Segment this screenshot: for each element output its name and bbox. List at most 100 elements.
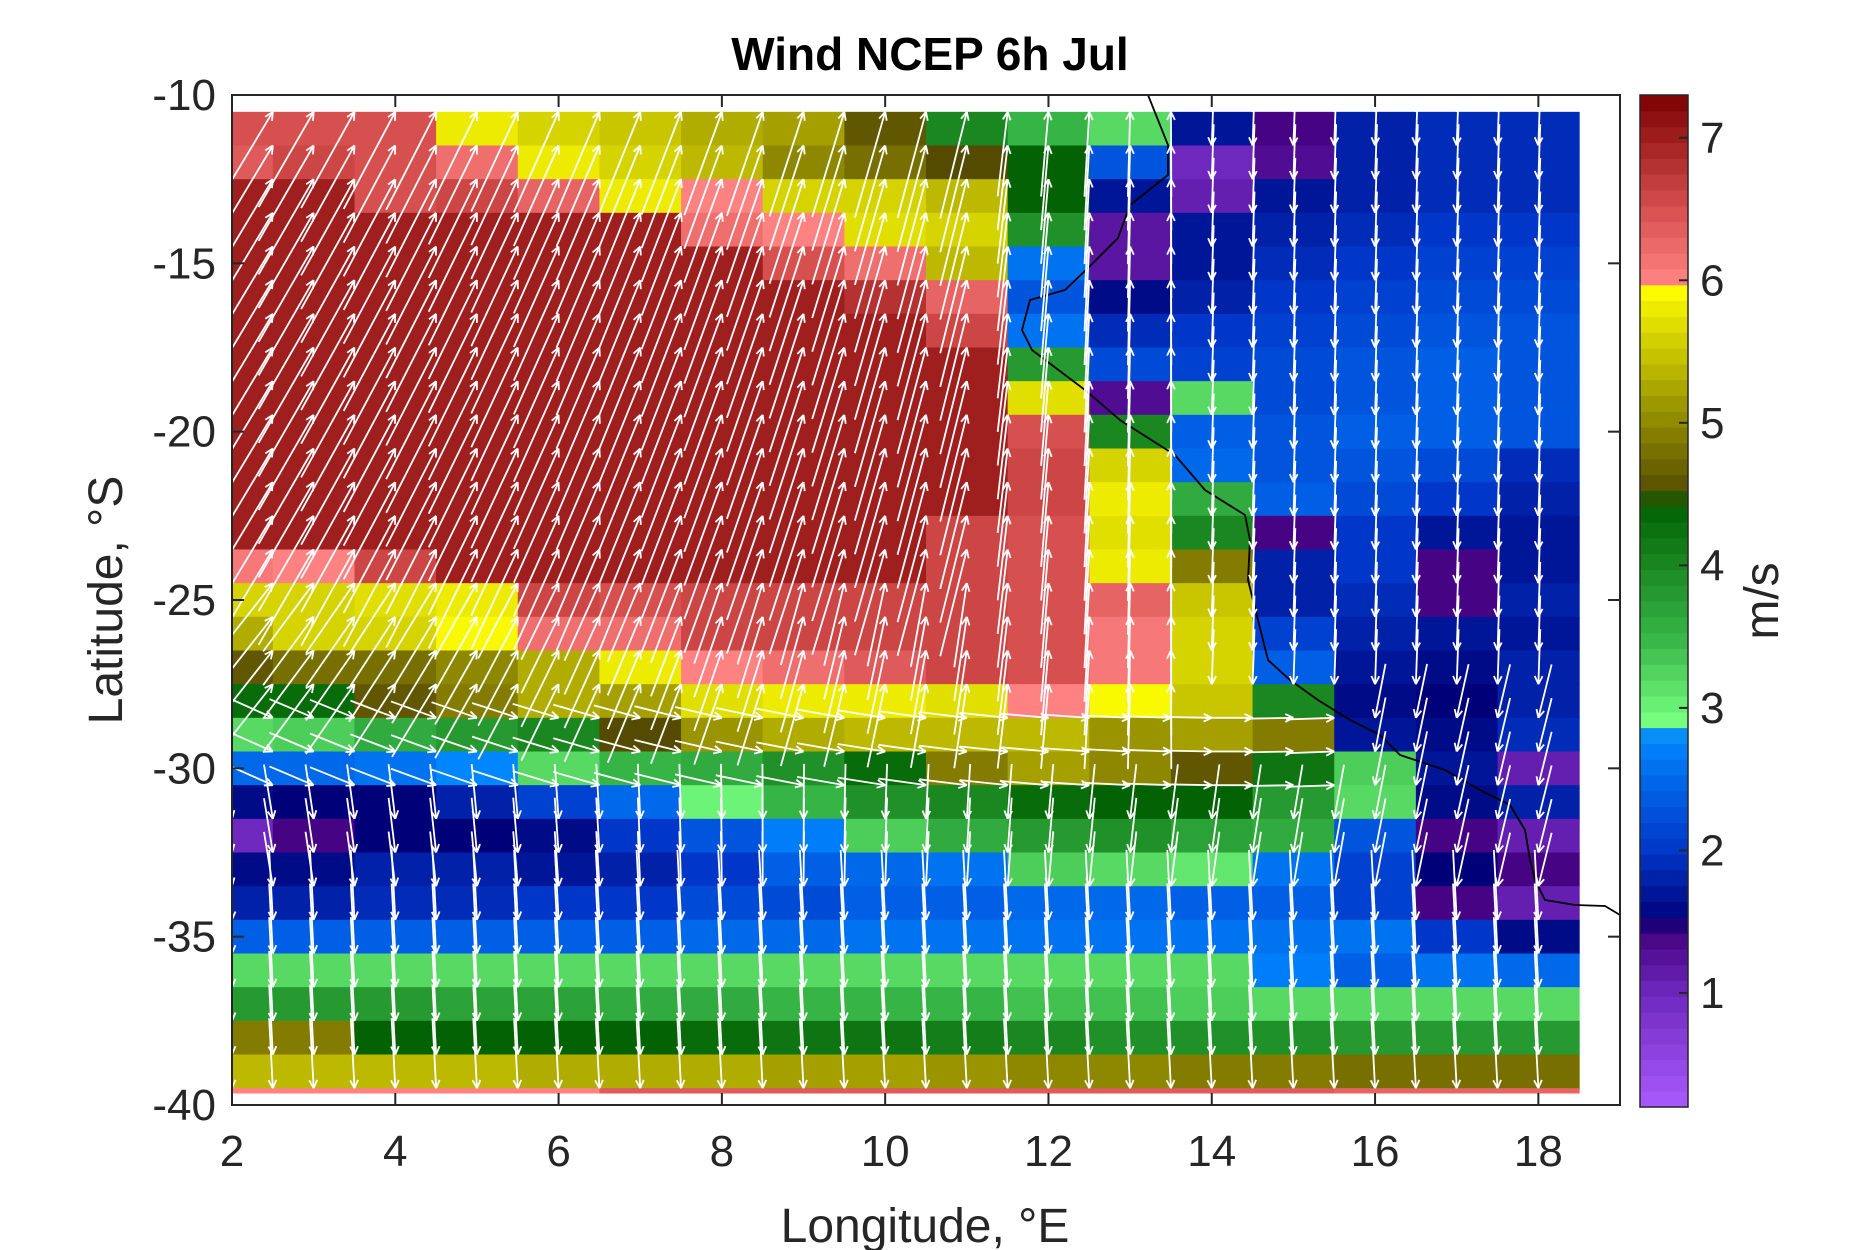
wind-vector-head — [632, 279, 641, 287]
colorbar-label: m/s — [1736, 562, 1789, 639]
wind-vector — [1040, 515, 1050, 601]
wind-vector-head — [680, 246, 683, 256]
wind-vector-head — [1043, 347, 1050, 356]
colorbar-band — [1640, 980, 1688, 997]
wind-vector — [342, 178, 397, 277]
heatmap-cell — [1252, 684, 1335, 719]
wind-vector — [1088, 764, 1096, 819]
wind-vector — [896, 414, 927, 522]
wind-vector-head — [1537, 777, 1545, 786]
wind-vector-head — [1166, 246, 1172, 256]
wind-vector-head — [1496, 1045, 1502, 1055]
wind-vector — [257, 178, 315, 275]
wind-vector-head — [476, 843, 481, 853]
wind-vector — [996, 212, 1009, 298]
wind-vector — [598, 448, 642, 551]
wind-vector — [1492, 950, 1499, 1021]
wind-vector — [520, 650, 560, 728]
wind-vector — [232, 313, 233, 316]
wind-vector-head — [878, 279, 886, 288]
colorbar-band — [1640, 1075, 1688, 1092]
wind-vector-head — [1329, 372, 1336, 382]
wind-vector-head — [516, 1045, 523, 1055]
wind-vector-head — [1129, 481, 1135, 491]
wind-vector-head — [1002, 481, 1009, 491]
wind-vector-head — [843, 280, 847, 290]
wind-vector — [768, 347, 805, 453]
wind-vector-head — [878, 649, 886, 659]
wind-vector — [1414, 326, 1419, 382]
wind-vector — [939, 549, 968, 657]
wind-vector — [962, 849, 968, 920]
wind-vector — [555, 313, 601, 416]
x-tick-label: 16 — [1351, 1127, 1400, 1176]
wind-vector-head — [1170, 582, 1176, 592]
wind-vector-head — [960, 144, 968, 153]
wind-vector — [349, 849, 356, 920]
wind-vector-head — [1047, 683, 1053, 693]
wind-vector-head — [427, 716, 437, 720]
wind-vector-head — [761, 1045, 768, 1055]
wind-vector — [342, 145, 397, 244]
wind-vector-head — [1537, 744, 1545, 753]
wind-vector-head — [1496, 1079, 1502, 1089]
wind-vector-head — [1288, 103, 1295, 113]
wind-vector-head — [1370, 271, 1376, 281]
wind-vector — [635, 883, 642, 954]
wind-vector-head — [721, 1079, 727, 1089]
heatmap-cell — [232, 212, 274, 247]
wind-vector — [346, 764, 356, 819]
wind-vector-head — [1494, 708, 1499, 719]
wind-vector — [925, 797, 930, 853]
wind-vector-head — [1453, 742, 1458, 752]
wind-vector — [853, 414, 887, 521]
wind-vector-head — [1207, 406, 1213, 416]
wind-vector — [1333, 191, 1338, 247]
wind-vector-head — [1248, 103, 1254, 113]
wind-vector — [1210, 561, 1215, 617]
wind-vector-head — [877, 711, 886, 719]
wind-vector — [1166, 1018, 1172, 1089]
wind-vector — [996, 347, 1009, 433]
wind-vector-head — [1002, 246, 1009, 255]
wind-vector — [1082, 714, 1131, 719]
wind-vector-head — [1325, 713, 1335, 719]
wind-vector-head — [835, 750, 845, 755]
wind-vector-head — [755, 515, 764, 523]
wind-vector-head — [1129, 911, 1135, 921]
wind-vector-head — [755, 380, 764, 389]
wind-vector-head — [837, 447, 846, 456]
y-axis-ticks: -10-15-20-25-30-35-40 — [152, 71, 1620, 1130]
wind-vector — [1166, 883, 1172, 954]
wind-vector — [1537, 326, 1542, 382]
wind-vector — [555, 448, 601, 551]
wind-vector-head — [510, 279, 519, 287]
wind-vector-head — [1329, 675, 1336, 685]
wind-vector-head — [884, 179, 888, 189]
wind-vector-head — [1088, 1012, 1094, 1022]
wind-vector-head — [353, 809, 359, 820]
wind-vector-head — [884, 582, 889, 593]
wind-vector — [811, 313, 846, 420]
wind-vector-head — [592, 111, 601, 119]
wind-vector-head — [1370, 540, 1376, 550]
wind-vector — [823, 616, 846, 700]
colorbar-band — [1640, 869, 1688, 887]
wind-vector-head — [1125, 313, 1131, 323]
colorbar-band — [1640, 189, 1688, 207]
wind-vector — [1251, 258, 1256, 314]
wind-vector-head — [394, 1079, 400, 1089]
wind-vector-head — [680, 482, 683, 492]
wind-vector — [513, 515, 560, 617]
wind-vector — [839, 849, 846, 920]
wind-vector — [1251, 124, 1256, 180]
wind-vector — [640, 380, 682, 485]
wind-vector — [939, 515, 968, 623]
wind-vector-head — [1002, 380, 1009, 390]
wind-vector-head — [639, 482, 642, 492]
wind-vector-head — [312, 944, 318, 954]
wind-vector-head — [1124, 1079, 1131, 1089]
wind-vector-head — [755, 414, 764, 422]
wind-vector-head — [884, 978, 890, 988]
wind-vector — [1374, 225, 1378, 281]
